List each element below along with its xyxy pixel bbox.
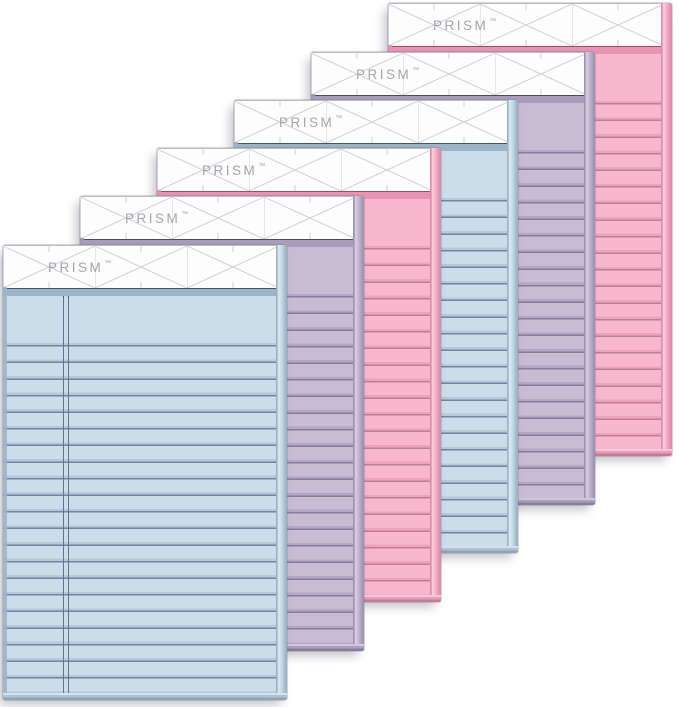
trademark-symbol: ™ <box>181 211 189 218</box>
notepad-side-edge <box>584 52 595 505</box>
notepad-left-edge <box>3 287 7 700</box>
brand-label: PRISM <box>125 210 181 226</box>
notepad-side-edge <box>430 148 441 602</box>
brand-label: PRISM <box>48 259 104 275</box>
notepad-side-edge <box>661 3 672 456</box>
notepad-header-band: PRISM ™ <box>388 3 661 46</box>
trademark-symbol: ™ <box>489 18 497 25</box>
margin-line-right <box>68 289 70 693</box>
notepad-header-band: PRISM ™ <box>157 148 430 191</box>
brand-logo: PRISM ™ <box>125 197 188 239</box>
notepad-header-band: PRISM ™ <box>311 52 584 95</box>
margin-line-left <box>63 289 65 693</box>
binding-strip <box>388 45 662 54</box>
trademark-symbol: ™ <box>104 260 112 267</box>
prism-triangle-pattern <box>234 101 507 143</box>
brand-label: PRISM <box>356 66 412 82</box>
trademark-symbol: ™ <box>258 163 266 170</box>
brand-logo: PRISM ™ <box>279 101 342 143</box>
brand-label: PRISM <box>279 114 335 130</box>
binding-strip <box>157 190 431 199</box>
notepad-header-band: PRISM ™ <box>80 196 353 239</box>
trademark-symbol: ™ <box>335 115 343 122</box>
prism-triangle-pattern <box>3 246 276 288</box>
trademark-symbol: ™ <box>412 67 420 74</box>
notepad-side-edge <box>353 196 364 651</box>
ruled-lines <box>3 330 277 693</box>
notepad-side-edge <box>276 245 287 700</box>
prism-triangle-pattern <box>388 4 661 46</box>
notepad-side-edge <box>507 100 518 553</box>
binding-strip <box>3 287 277 296</box>
notepad-header-band: PRISM ™ <box>3 245 276 288</box>
brand-label: PRISM <box>202 162 258 178</box>
prism-triangle-pattern <box>311 53 584 95</box>
prism-triangle-pattern <box>157 149 430 191</box>
notepad-header-band: PRISM ™ <box>234 100 507 143</box>
binding-strip <box>80 238 354 247</box>
brand-logo: PRISM ™ <box>202 149 265 191</box>
ruled-paper <box>3 296 277 693</box>
brand-logo: PRISM ™ <box>356 53 419 95</box>
brand-label: PRISM <box>433 17 489 33</box>
sheet-stack-bottom-edge <box>3 693 287 700</box>
brand-logo: PRISM ™ <box>48 246 111 288</box>
notepad-blue-front: PRISM ™ <box>3 245 287 700</box>
binding-strip <box>311 94 585 103</box>
brand-logo: PRISM ™ <box>433 4 496 46</box>
binding-strip <box>234 142 508 151</box>
prism-triangle-pattern <box>80 197 353 239</box>
